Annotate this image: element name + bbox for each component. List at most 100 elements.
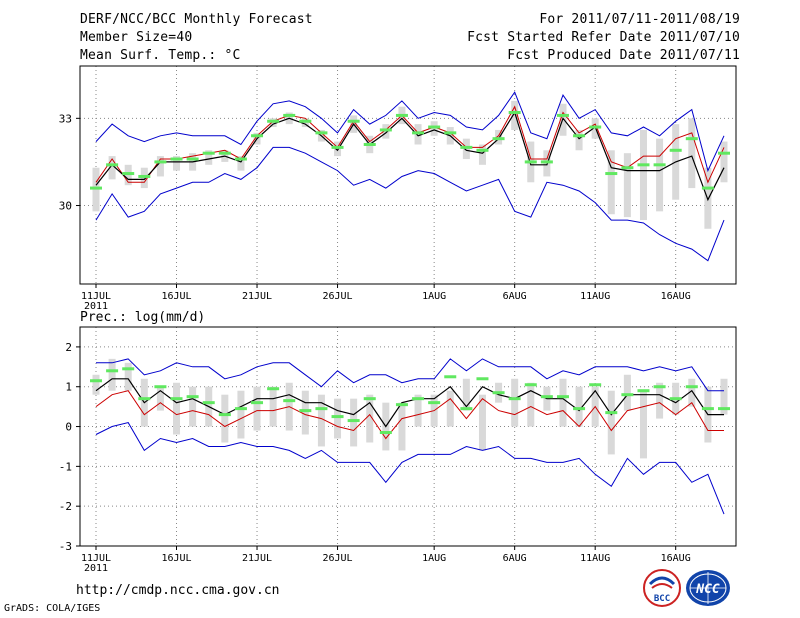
mean-marker	[299, 119, 312, 123]
spread-box	[124, 362, 132, 391]
mean-marker	[637, 163, 650, 167]
x-tick-label: 16AUG	[661, 553, 691, 564]
observed-line	[95, 105, 725, 184]
mean-marker	[492, 391, 505, 395]
x-tick-label: 6AUG	[503, 291, 527, 302]
mean-marker	[605, 172, 618, 176]
spread-box	[253, 386, 261, 431]
mean-marker	[556, 395, 569, 399]
mean-marker	[363, 142, 376, 146]
mean-marker	[460, 145, 473, 149]
x-tick-label: 1AUG	[422, 291, 446, 302]
mean-marker	[234, 157, 247, 161]
y-tick-label: -3	[59, 540, 72, 553]
y-tick-label: -2	[59, 500, 72, 513]
source-url[interactable]: http://cmdp.ncc.cma.gov.cn	[76, 583, 280, 598]
mean-marker	[106, 369, 119, 373]
observed-line	[95, 390, 724, 440]
mean-marker	[251, 401, 264, 405]
mean-marker	[154, 160, 167, 164]
mean-marker	[170, 397, 183, 401]
mean-marker	[154, 385, 167, 389]
spread-box	[688, 378, 696, 407]
x-year-label: 2011	[84, 301, 108, 312]
x-tick-label: 16JUL	[161, 291, 191, 302]
x-tick-label: 11JUL	[81, 553, 111, 564]
mean-marker	[218, 413, 231, 417]
mean-marker	[701, 186, 714, 190]
mean-marker	[331, 145, 344, 149]
chart-panel-temperature: 11JUL 16JUL 21JUL 26JUL 1AUG 6AUG 11AUG 16AUG 20…	[59, 65, 737, 312]
member-size: Member Size=40	[80, 30, 193, 45]
mean-marker	[283, 399, 296, 403]
mean-marker	[234, 407, 247, 411]
spread-box	[511, 100, 519, 130]
mean-marker	[573, 407, 586, 411]
spread-box	[575, 129, 583, 151]
x-tick-label: 16AUG	[661, 291, 691, 302]
spread-box	[398, 402, 406, 451]
ensemble-min-line	[95, 422, 725, 515]
forecast-range: For 2011/07/11-2011/08/19	[539, 12, 740, 27]
spread-box	[639, 129, 647, 221]
mean-marker	[90, 186, 102, 190]
spread-box	[720, 378, 728, 415]
spread-box	[511, 378, 519, 427]
mean-marker	[122, 367, 135, 371]
spread-box	[221, 394, 229, 443]
ensemble-median-line	[95, 378, 724, 428]
mean-marker	[347, 419, 360, 423]
mean-marker	[379, 128, 392, 132]
bcc-logo: BCC	[643, 569, 681, 607]
x-tick-label: 11AUG	[580, 553, 610, 564]
grads-credit: GrADS: COLA/IGES	[4, 603, 101, 614]
mean-marker	[251, 134, 264, 138]
spread-box	[108, 358, 116, 391]
mean-marker	[669, 397, 682, 401]
mean-marker	[106, 163, 119, 167]
mean-marker	[412, 397, 425, 401]
mean-marker	[556, 113, 569, 117]
spread-box	[623, 153, 631, 218]
fcst-produced-date: Fcst Produced Date 2011/07/11	[507, 48, 740, 63]
mean-marker	[637, 389, 650, 393]
fcst-started-date: Fcst Started Refer Date 2011/07/10	[467, 30, 740, 45]
spread-box	[173, 156, 181, 171]
mean-marker	[363, 397, 376, 401]
spread-box	[317, 394, 325, 447]
mean-marker	[540, 160, 553, 164]
mean-marker	[508, 397, 521, 401]
spread-box	[688, 118, 696, 189]
mean-marker	[573, 134, 586, 138]
x-tick-label: 21JUL	[242, 553, 272, 564]
mean-marker	[412, 131, 425, 135]
spread-box	[623, 374, 631, 411]
mean-marker	[589, 383, 602, 387]
spread-box	[446, 390, 454, 427]
ncc-logo: NCC	[686, 570, 730, 606]
spread-box	[607, 150, 615, 215]
spread-box	[656, 382, 664, 419]
mean-marker	[428, 125, 441, 129]
ensemble-max-line	[96, 358, 724, 392]
x-tick-label: 21JUL	[242, 291, 272, 302]
mean-marker	[138, 174, 151, 178]
spread-box	[527, 382, 535, 427]
x-tick-label: 16JUL	[161, 553, 191, 564]
spread-box	[237, 156, 245, 171]
spread-box	[720, 141, 728, 183]
mean-marker	[202, 151, 215, 155]
chart-title: DERF/NCC/BCC Monthly Forecast	[80, 12, 313, 27]
x-tick-label: 11AUG	[580, 291, 610, 302]
spread-box	[92, 374, 100, 395]
mean-marker	[315, 131, 328, 135]
spread-box	[462, 378, 470, 411]
spread-box	[414, 394, 422, 427]
ensemble-min-line	[95, 146, 725, 262]
ensemble-median-line	[95, 111, 725, 202]
ncc-logo-text: NCC	[695, 582, 720, 597]
mean-marker	[331, 415, 344, 419]
mean-marker	[701, 407, 714, 411]
mean-marker	[186, 395, 199, 399]
x-year-label: 2011	[84, 563, 108, 574]
